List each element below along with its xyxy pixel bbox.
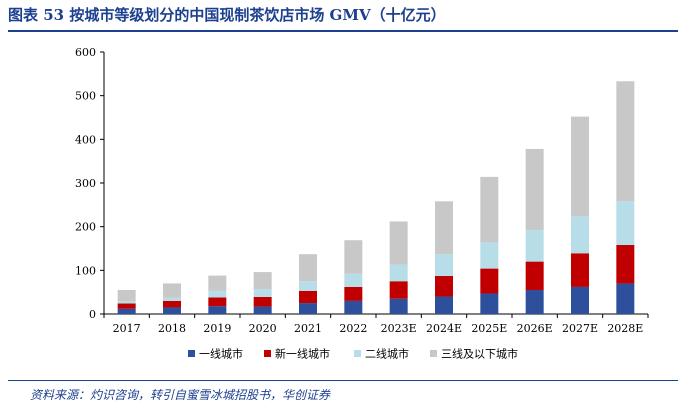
bar-segment-3-2020 [253, 289, 272, 297]
bar-segment-3-2024E [435, 254, 453, 277]
bar-segment-3-2021 [299, 281, 317, 291]
y-tick-label: 0 [89, 308, 96, 321]
bar-segment-2-2017 [117, 303, 136, 309]
bar-segment-4-2020 [253, 272, 272, 290]
bar-segment-1-2019 [208, 306, 227, 314]
x-tick-label: 2022 [339, 322, 367, 335]
bar-segment-4-2022 [344, 240, 363, 274]
chart-title: 图表 53 按城市等级划分的中国现制茶饮店市场 GMV（十亿元） [8, 6, 446, 24]
x-tick-label: 2019 [203, 322, 231, 335]
x-tick-label: 2027E [562, 322, 598, 335]
y-tick-label: 500 [75, 90, 96, 103]
x-tick-label: 2028E [607, 322, 643, 335]
footer-rule [8, 380, 678, 381]
bar-segment-4-2025E [480, 176, 499, 243]
bar-segment-4-2019 [208, 275, 227, 291]
bar-segment-3-2028E [616, 201, 635, 246]
y-tick-label: 100 [75, 264, 96, 277]
chart-legend: 一线城市 新一线城市 二线城市 三线及以下城市 [188, 347, 518, 361]
chart-bars [117, 81, 635, 314]
x-tick-label: 2026E [517, 322, 553, 335]
source-note: 资料来源：灼识咨询，转引自蜜雪冰城招股书，华创证券 [30, 388, 331, 402]
bar-segment-4-2024E [435, 201, 453, 255]
bar-segment-2-2021 [299, 290, 317, 304]
bar-segment-3-2018 [163, 297, 181, 301]
title-rule [8, 30, 678, 32]
y-tick-label: 300 [75, 177, 96, 190]
bar-segment-1-2027E [571, 286, 589, 314]
bar-segment-4-2017 [117, 289, 136, 302]
legend-swatch-1 [188, 350, 195, 357]
bar-segment-1-2024E [435, 296, 453, 314]
bar-segment-2-2027E [571, 253, 589, 287]
y-tick-label: 600 [75, 46, 96, 59]
chart-axes: 0 100 200 300 400 500 600 2017 2018 2019 2020 2021 2… [75, 46, 649, 335]
bar-segment-1-2026E [525, 289, 544, 314]
bar-segment-2-2019 [208, 297, 227, 307]
bar-segment-1-2020 [253, 306, 272, 314]
bar-segment-2-2020 [253, 296, 272, 307]
bar-segment-2-2025E [480, 268, 499, 294]
legend-label-1: 一线城市 [199, 347, 243, 361]
legend-swatch-4 [430, 350, 437, 357]
bar-segment-2-2028E [616, 245, 635, 284]
bar-segment-1-2017 [117, 308, 136, 314]
bar-segment-3-2022 [344, 273, 363, 287]
bar-segment-2-2018 [163, 300, 181, 308]
bar-segment-1-2018 [163, 307, 181, 314]
bar-segment-4-2018 [163, 283, 181, 298]
bar-segment-1-2028E [616, 283, 635, 314]
bar-segment-4-2027E [571, 116, 589, 217]
bar-segment-1-2021 [299, 303, 317, 314]
x-tick-label: 2021 [294, 322, 322, 335]
bar-segment-1-2023E [389, 298, 408, 314]
x-tick-label: 2023E [381, 322, 417, 335]
legend-label-4: 三线及以下城市 [441, 347, 518, 361]
bar-segment-2-2026E [525, 261, 544, 290]
bar-segment-1-2025E [480, 293, 499, 314]
bar-segment-4-2023E [389, 221, 408, 265]
bar-segment-2-2022 [344, 286, 363, 301]
stacked-bar-chart: 0 100 200 300 400 500 600 2017 2018 2019 2020 2021 2… [75, 46, 649, 361]
bar-segment-2-2023E [389, 281, 408, 299]
legend-label-3: 二线城市 [365, 347, 409, 361]
legend-label-2: 新一线城市 [275, 347, 330, 361]
bar-segment-2-2024E [435, 276, 453, 297]
y-tick-label: 400 [75, 133, 96, 146]
x-tick-label: 2020 [249, 322, 277, 335]
bar-segment-3-2027E [571, 216, 589, 254]
legend-swatch-2 [264, 350, 271, 357]
x-tick-label: 2024E [426, 322, 462, 335]
bar-segment-3-2019 [208, 290, 227, 298]
bar-segment-4-2028E [616, 81, 635, 202]
bar-segment-3-2026E [525, 230, 544, 262]
bar-segment-3-2017 [117, 301, 136, 304]
y-tick-label: 200 [75, 221, 96, 234]
legend-swatch-3 [354, 350, 361, 357]
x-tick-label: 2018 [158, 322, 186, 335]
bar-segment-3-2023E [389, 264, 408, 282]
bar-segment-4-2026E [525, 148, 544, 231]
bar-segment-3-2025E [480, 242, 499, 269]
x-tick-label: 2025E [471, 322, 507, 335]
bar-segment-1-2022 [344, 300, 363, 314]
bar-segment-4-2021 [299, 254, 317, 282]
x-tick-label: 2017 [113, 322, 141, 335]
